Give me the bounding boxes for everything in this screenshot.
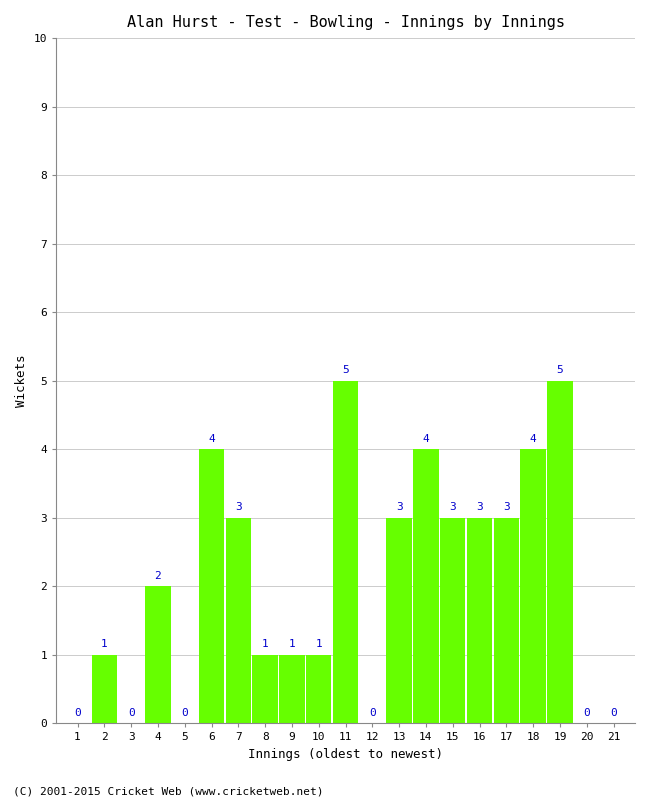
- Bar: [521, 450, 546, 723]
- Bar: [440, 518, 465, 723]
- Text: (C) 2001-2015 Cricket Web (www.cricketweb.net): (C) 2001-2015 Cricket Web (www.cricketwe…: [13, 786, 324, 796]
- Text: 3: 3: [476, 502, 483, 512]
- Text: 4: 4: [530, 434, 536, 444]
- Text: 3: 3: [235, 502, 242, 512]
- Text: 0: 0: [74, 708, 81, 718]
- Text: 1: 1: [315, 639, 322, 650]
- Bar: [226, 518, 251, 723]
- Bar: [92, 655, 117, 723]
- Text: 0: 0: [610, 708, 617, 718]
- Bar: [493, 518, 519, 723]
- Bar: [280, 655, 305, 723]
- Y-axis label: Wickets: Wickets: [15, 354, 28, 407]
- Bar: [199, 450, 224, 723]
- Text: 1: 1: [289, 639, 295, 650]
- Text: 4: 4: [422, 434, 429, 444]
- Text: 0: 0: [181, 708, 188, 718]
- Text: 0: 0: [128, 708, 135, 718]
- Text: 3: 3: [449, 502, 456, 512]
- Bar: [386, 518, 412, 723]
- X-axis label: Innings (oldest to newest): Innings (oldest to newest): [248, 748, 443, 761]
- Text: 1: 1: [101, 639, 108, 650]
- Text: 2: 2: [155, 571, 161, 581]
- Text: 3: 3: [503, 502, 510, 512]
- Bar: [306, 655, 332, 723]
- Text: 0: 0: [369, 708, 376, 718]
- Bar: [145, 586, 171, 723]
- Bar: [413, 450, 439, 723]
- Text: 5: 5: [556, 366, 564, 375]
- Bar: [547, 381, 573, 723]
- Bar: [467, 518, 492, 723]
- Text: 0: 0: [584, 708, 590, 718]
- Text: 1: 1: [262, 639, 268, 650]
- Text: 3: 3: [396, 502, 402, 512]
- Bar: [333, 381, 358, 723]
- Text: 5: 5: [342, 366, 349, 375]
- Title: Alan Hurst - Test - Bowling - Innings by Innings: Alan Hurst - Test - Bowling - Innings by…: [127, 15, 565, 30]
- Bar: [252, 655, 278, 723]
- Text: 4: 4: [208, 434, 215, 444]
